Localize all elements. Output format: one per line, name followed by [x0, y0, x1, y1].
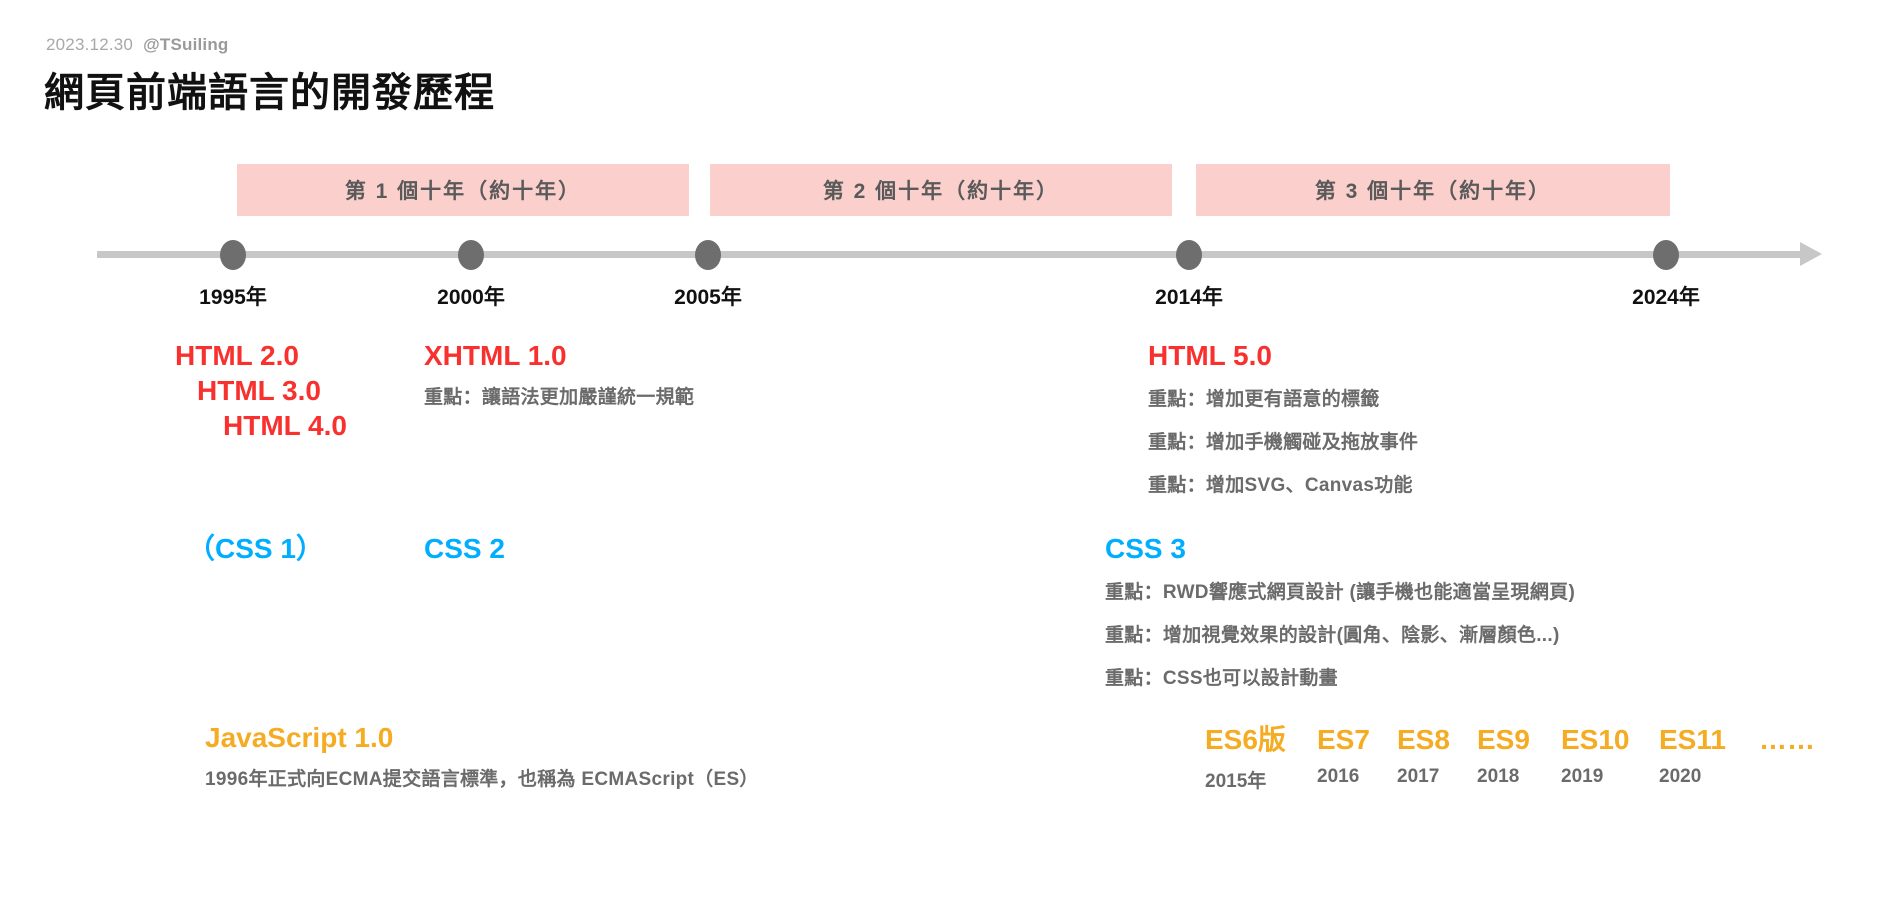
- byline: 2023.12.30 @TSuiling: [46, 35, 229, 55]
- html-version-3: HTML 3.0: [197, 375, 321, 406]
- html5-group: HTML 5.0 重點：增加更有語意的標籤 重點：增加手機觸碰及拖放事件 重點：…: [1148, 338, 1418, 501]
- es-year-2015: 2015年: [1205, 771, 1267, 792]
- css3-note-3: 重點：CSS也可以設計動畫: [1105, 667, 1338, 689]
- html5-note-1: 重點：增加更有語意的標籤: [1148, 389, 1380, 410]
- ecmascript-group: ES6版 ES7 ES8 ES9 ES10 ES11 …… 2015年 2016…: [1205, 718, 1815, 793]
- es-version-9: ES9: [1477, 724, 1530, 755]
- timeline-label-2024: 2024年: [1632, 286, 1700, 309]
- es-year-2017: 2017: [1397, 766, 1440, 787]
- html-early-versions-group: HTML 2.0 HTML 3.0 HTML 4.0: [175, 338, 347, 443]
- xhtml-title: XHTML 1.0: [424, 340, 567, 371]
- timeline-arrowhead-icon: [1800, 242, 1822, 266]
- es-year-2016: 2016: [1317, 766, 1360, 787]
- es-version-more: ……: [1759, 724, 1815, 755]
- timeline-axis: [97, 251, 1807, 258]
- decade-band-2: 第 2 個十年（約十年）: [710, 164, 1172, 216]
- css1-title: （CSS 1）: [187, 533, 324, 564]
- es-year-2018: 2018: [1477, 766, 1520, 787]
- timeline-label-2014: 2014年: [1155, 286, 1223, 309]
- es-year-2019: 2019: [1561, 766, 1604, 787]
- decade-band-3: 第 3 個十年（約十年）: [1196, 164, 1670, 216]
- timeline-dot-2005: [695, 240, 721, 270]
- timeline-dot-2024: [1653, 240, 1679, 270]
- es-version-10: ES10: [1561, 724, 1630, 755]
- css2-title: CSS 2: [424, 533, 505, 564]
- timeline-label-1995: 1995年: [199, 286, 267, 309]
- ecmascript-versions-row: ES6版 ES7 ES8 ES9 ES10 ES11 ……: [1205, 718, 1815, 758]
- double-arrow-icon: [710, 164, 1172, 216]
- javascript-title: JavaScript 1.0: [205, 722, 394, 753]
- decade-label-1: 第 1 個十年（約十年）: [344, 180, 582, 203]
- xhtml-group: XHTML 1.0 重點：讓語法更加嚴謹統一規範: [424, 338, 694, 414]
- html5-title: HTML 5.0: [1148, 340, 1272, 371]
- decade-band-1: 第 1 個十年（約十年）: [237, 164, 689, 216]
- page-title: 網頁前端語言的開發歷程: [44, 71, 495, 115]
- javascript-group: JavaScript 1.0 1996年正式向ECMA提交語言標準，也稱為 EC…: [205, 720, 759, 796]
- css2-group: CSS 2: [424, 531, 505, 566]
- timeline-dot-2000: [458, 240, 484, 270]
- html-version-2: HTML 2.0: [175, 340, 299, 371]
- css1-group: （CSS 1）: [187, 531, 324, 566]
- byline-date: 2023.12.30: [46, 35, 134, 54]
- es-year-2020: 2020: [1659, 766, 1702, 787]
- css3-note-1: 重點：RWD響應式網頁設計 (讓手機也能適當呈現網頁): [1105, 582, 1576, 603]
- double-arrow-icon: [237, 164, 689, 216]
- css3-group: CSS 3 重點：RWD響應式網頁設計 (讓手機也能適當呈現網頁) 重點：增加視…: [1105, 531, 1575, 694]
- html5-note-3: 重點：增加SVG、Canvas功能: [1148, 474, 1413, 496]
- es-version-7: ES7: [1317, 724, 1370, 755]
- decade-label-3: 第 3 個十年（約十年）: [1314, 180, 1552, 203]
- timeline-label-2000: 2000年: [437, 286, 505, 309]
- es-version-11: ES11: [1659, 724, 1726, 755]
- javascript-note-1: 1996年正式向ECMA提交語言標準，也稱為 ECMAScript（ES）: [205, 769, 759, 790]
- ecmascript-years-row: 2015年 2016 2017 2018 2019 2020: [1205, 766, 1815, 793]
- byline-handle: @TSuiling: [143, 35, 229, 54]
- xhtml-note-1: 重點：讓語法更加嚴謹統一規範: [424, 387, 695, 408]
- timeline-dot-2014: [1176, 240, 1202, 270]
- double-arrow-icon: [1196, 164, 1670, 216]
- css3-note-2: 重點：增加視覺效果的設計(圓角、陰影、漸層顏色...): [1105, 624, 1560, 646]
- html5-note-2: 重點：增加手機觸碰及拖放事件: [1148, 431, 1419, 453]
- decade-label-2: 第 2 個十年（約十年）: [822, 180, 1060, 203]
- css3-title: CSS 3: [1105, 533, 1186, 564]
- html-version-4: HTML 4.0: [223, 410, 347, 441]
- es-version-8: ES8: [1397, 724, 1450, 755]
- timeline-dot-1995: [220, 240, 246, 270]
- timeline-label-2005: 2005年: [674, 286, 742, 309]
- es-version-6: ES6版: [1205, 724, 1286, 755]
